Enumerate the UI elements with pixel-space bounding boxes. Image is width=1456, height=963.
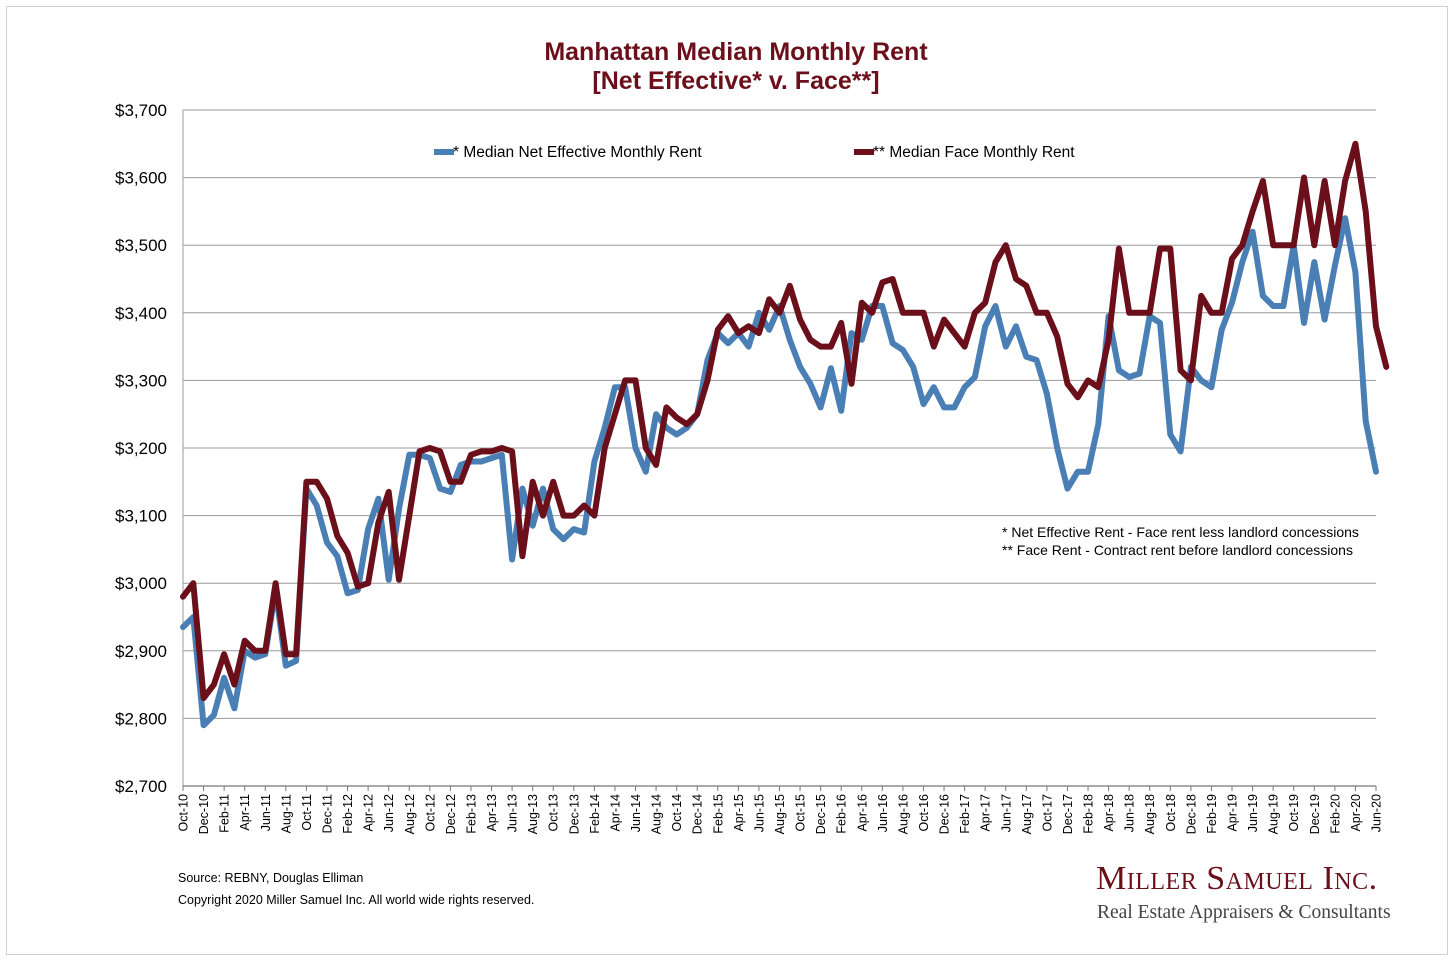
- x-tick-label: Aug-18: [1143, 794, 1157, 834]
- y-tick-label: $3,200: [115, 439, 167, 458]
- x-axis-ticks: Oct-10 Dec-10 Feb-11 Apr-11 Jun-11 Aug-11 Oct-…: [177, 786, 1384, 834]
- x-tick-label: Oct-17: [1040, 794, 1054, 832]
- x-tick-label: Oct-19: [1287, 794, 1301, 832]
- y-tick-label: $3,500: [115, 236, 167, 255]
- x-tick-label: Jun-20: [1370, 794, 1384, 832]
- logo-tagline: Real Estate Appraisers & Consultants: [1097, 902, 1391, 923]
- x-tick-label: Apr-19: [1226, 794, 1240, 832]
- note-net-effective: * Net Effective Rent - Face rent less la…: [1002, 524, 1359, 540]
- legend-label-face: ** Median Face Monthly Rent: [873, 144, 1075, 161]
- x-tick-label: Apr-16: [855, 794, 869, 832]
- x-tick-label: Feb-12: [341, 794, 355, 834]
- x-tick-label: Jun-15: [752, 794, 766, 832]
- x-tick-label: Oct-15: [794, 794, 808, 832]
- chart-title: Manhattan Median Monthly Rent: [544, 38, 928, 66]
- x-tick-label: Apr-12: [362, 794, 376, 832]
- x-tick-label: Dec-17: [1061, 794, 1075, 834]
- x-tick-label: Oct-10: [177, 794, 191, 832]
- x-tick-label: Dec-14: [691, 794, 705, 834]
- x-tick-label: Dec-18: [1184, 794, 1198, 834]
- x-tick-label: Apr-15: [732, 794, 746, 832]
- y-tick-label: $3,100: [115, 507, 167, 526]
- x-tick-label: Jun-11: [259, 794, 273, 831]
- legend-label-net-effective: * Median Net Effective Monthly Rent: [453, 144, 702, 161]
- x-tick-label: Oct-13: [547, 794, 561, 832]
- x-tick-label: Feb-17: [958, 794, 972, 834]
- x-tick-label: Dec-15: [814, 794, 828, 834]
- gridlines: [182, 109, 1376, 787]
- x-tick-label: Dec-11: [320, 794, 334, 833]
- y-tick-label: $2,800: [115, 709, 167, 728]
- x-tick-label: Apr-14: [608, 794, 622, 832]
- y-tick-label: $3,700: [115, 101, 167, 120]
- series-line-face: [180, 140, 1390, 702]
- legend: * Median Net Effective Monthly Rent ** M…: [434, 144, 1075, 161]
- x-tick-label: Feb-19: [1205, 794, 1219, 834]
- x-tick-label: Feb-18: [1082, 794, 1096, 834]
- x-tick-label: Dec-19: [1308, 794, 1322, 834]
- logo-name: Miller Samuel Inc.: [1096, 860, 1378, 897]
- y-tick-label: $2,700: [115, 777, 167, 796]
- x-tick-label: Feb-16: [835, 794, 849, 834]
- x-tick-label: Aug-11: [279, 794, 293, 833]
- chart-subtitle: [Net Effective* v. Face**]: [592, 67, 880, 95]
- note-face: ** Face Rent - Contract rent before land…: [1002, 542, 1353, 558]
- x-tick-label: Aug-17: [1020, 794, 1034, 834]
- x-tick-label: Dec-10: [197, 794, 211, 834]
- x-tick-label: Aug-19: [1267, 794, 1281, 834]
- series-line-net-effective: [180, 215, 1379, 729]
- y-tick-label: $3,400: [115, 304, 167, 323]
- x-tick-label: Aug-12: [403, 794, 417, 834]
- x-tick-label: Feb-11: [218, 794, 232, 833]
- x-tick-label: Apr-13: [485, 794, 499, 832]
- x-tick-label: Feb-14: [588, 794, 602, 834]
- series-lines: [180, 140, 1390, 729]
- x-tick-label: Dec-12: [444, 794, 458, 834]
- x-tick-label: Apr-20: [1349, 794, 1363, 832]
- x-tick-label: Apr-17: [979, 794, 993, 832]
- x-tick-label: Aug-13: [526, 794, 540, 834]
- x-tick-label: Apr-11: [238, 794, 252, 831]
- x-tick-label: Jun-14: [629, 794, 643, 832]
- x-tick-label: Jun-19: [1246, 794, 1260, 832]
- x-tick-label: Aug-14: [650, 794, 664, 834]
- x-tick-label: Jun-12: [382, 794, 396, 832]
- x-tick-label: Feb-13: [464, 794, 478, 834]
- copyright-text: Copyright 2020 Miller Samuel Inc. All wo…: [178, 893, 535, 907]
- x-tick-label: Feb-20: [1328, 794, 1342, 834]
- x-tick-label: Oct-16: [917, 794, 931, 832]
- x-tick-label: Apr-18: [1102, 794, 1116, 832]
- x-tick-label: Jun-17: [999, 794, 1013, 832]
- x-tick-label: Oct-12: [423, 794, 437, 832]
- y-tick-label: $3,600: [115, 169, 167, 188]
- x-tick-label: Jun-16: [876, 794, 890, 832]
- x-tick-label: Dec-16: [938, 794, 952, 834]
- x-tick-label: Aug-16: [896, 794, 910, 834]
- x-tick-label: Oct-11: [300, 794, 314, 831]
- x-tick-label: Oct-18: [1164, 794, 1178, 832]
- x-tick-label: Feb-15: [711, 794, 725, 834]
- y-tick-label: $3,000: [115, 574, 167, 593]
- x-tick-label: Jun-13: [506, 794, 520, 832]
- x-tick-label: Aug-15: [773, 794, 787, 834]
- y-axis-ticks: $2,700 $2,800 $2,900 $3,000 $3,100 $3,200 $3,3…: [115, 101, 167, 796]
- x-tick-label: Jun-18: [1123, 794, 1137, 832]
- y-tick-label: $2,900: [115, 642, 167, 661]
- chart-frame: [6, 6, 1448, 955]
- x-tick-label: Dec-13: [567, 794, 581, 834]
- source-text: Source: REBNY, Douglas Elliman: [178, 871, 364, 885]
- x-tick-label: Oct-14: [670, 794, 684, 832]
- y-tick-label: $3,300: [115, 371, 167, 390]
